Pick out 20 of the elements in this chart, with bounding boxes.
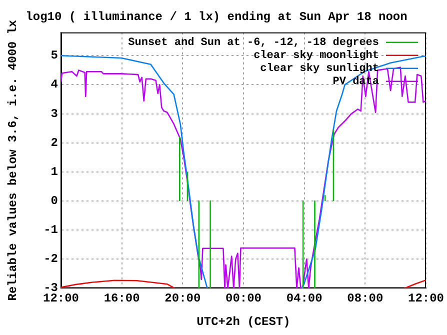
y-tick-label: 1 bbox=[50, 164, 58, 179]
y-tick-label: 2 bbox=[50, 136, 58, 150]
x-tick-label: 08:00 bbox=[347, 291, 384, 306]
x-axis-title: UTC+2h (CEST) bbox=[196, 314, 290, 329]
chart-title: log10 ( illuminance / 1 lx) ending at Sun Apr 18 noon bbox=[26, 10, 408, 24]
y-tick-label: 4 bbox=[50, 78, 58, 92]
x-tick-label: 12:00 bbox=[408, 291, 444, 306]
legend-label: Sunset and Sun at -6, -12, -18 degrees bbox=[128, 37, 379, 50]
x-tick-label: 12:00 bbox=[42, 291, 80, 306]
y-tick-label: -2 bbox=[44, 252, 58, 266]
y-tick-label: 5 bbox=[50, 48, 58, 63]
y-tick-label: 3 bbox=[50, 106, 58, 121]
y-tick-label: -1 bbox=[44, 223, 58, 238]
x-tick-label: 04:00 bbox=[286, 291, 322, 306]
y-tick-label: 0 bbox=[50, 194, 58, 208]
legend-label: clear sky moonlight bbox=[254, 50, 379, 62]
x-tick-label: 20:00 bbox=[164, 291, 201, 306]
y-axis-title: Reliable values below 3.6, i.e. 4000 lx bbox=[6, 20, 20, 301]
x-tick-label: 00:00 bbox=[225, 291, 262, 306]
x-tick-label: 16:00 bbox=[104, 291, 140, 306]
